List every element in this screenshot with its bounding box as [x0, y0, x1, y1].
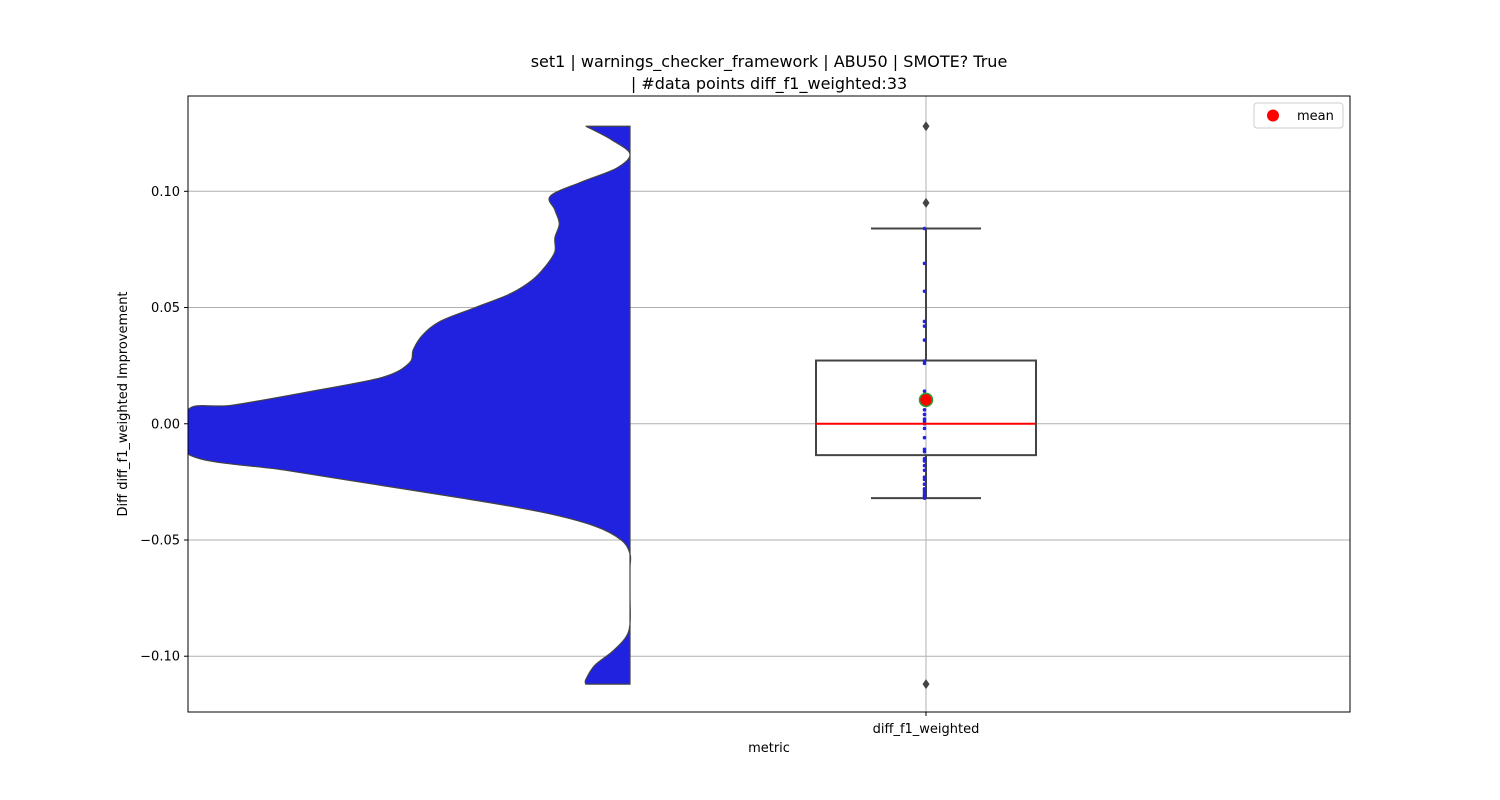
strip-point	[922, 412, 927, 417]
strip-point	[922, 482, 927, 486]
plot-frame	[187, 95, 1351, 713]
strip-point	[922, 338, 927, 342]
strip-point	[922, 435, 927, 440]
y-tick-label: 0.00	[151, 417, 180, 432]
y-axis-label: Diff diff_f1_weighted Improvement	[116, 291, 131, 516]
y-tick-label: 0.05	[151, 301, 180, 316]
violin	[188, 125, 632, 685]
chart-title-line2: | #data points diff_f1_weighted:33	[631, 74, 907, 94]
strip-point	[922, 468, 927, 473]
box-overlay	[816, 392, 1036, 425]
mean-marker	[918, 392, 934, 408]
strip-point	[922, 408, 927, 412]
strip-point	[922, 361, 927, 366]
outlier-point	[922, 679, 930, 690]
strip-point	[922, 477, 927, 482]
strip-point	[922, 496, 927, 500]
outlier-point	[922, 197, 930, 208]
y-axis-ticks: 0.10 0.05 0.00 −0.05 −0.10	[140, 185, 188, 665]
strip-point	[922, 463, 927, 468]
y-tick-label: −0.05	[140, 533, 180, 548]
strip-point	[922, 426, 927, 431]
legend-box	[1253, 102, 1344, 129]
x-tick-label: diff_f1_weighted	[873, 722, 980, 737]
strip-point	[922, 319, 927, 324]
strip-point	[922, 289, 927, 294]
strip-point	[922, 389, 927, 394]
legend: mean	[1253, 102, 1344, 129]
strip-point	[922, 459, 927, 463]
x-axis-ticks: diff_f1_weighted	[873, 712, 980, 737]
strip-point	[922, 261, 927, 266]
legend-mean-marker	[1267, 109, 1279, 122]
strip-point	[922, 324, 927, 328]
outlier-point	[922, 121, 930, 132]
violin-body	[188, 125, 632, 685]
strip-point	[922, 226, 927, 231]
y-tick-label: 0.10	[151, 185, 180, 200]
x-axis-label: metric	[748, 741, 790, 756]
legend-label: mean	[1297, 109, 1334, 124]
chart-title-line1: set1 | warnings_checker_framework | ABU5…	[531, 52, 1008, 72]
y-tick-label: −0.10	[140, 650, 180, 665]
strip-point	[922, 449, 927, 454]
